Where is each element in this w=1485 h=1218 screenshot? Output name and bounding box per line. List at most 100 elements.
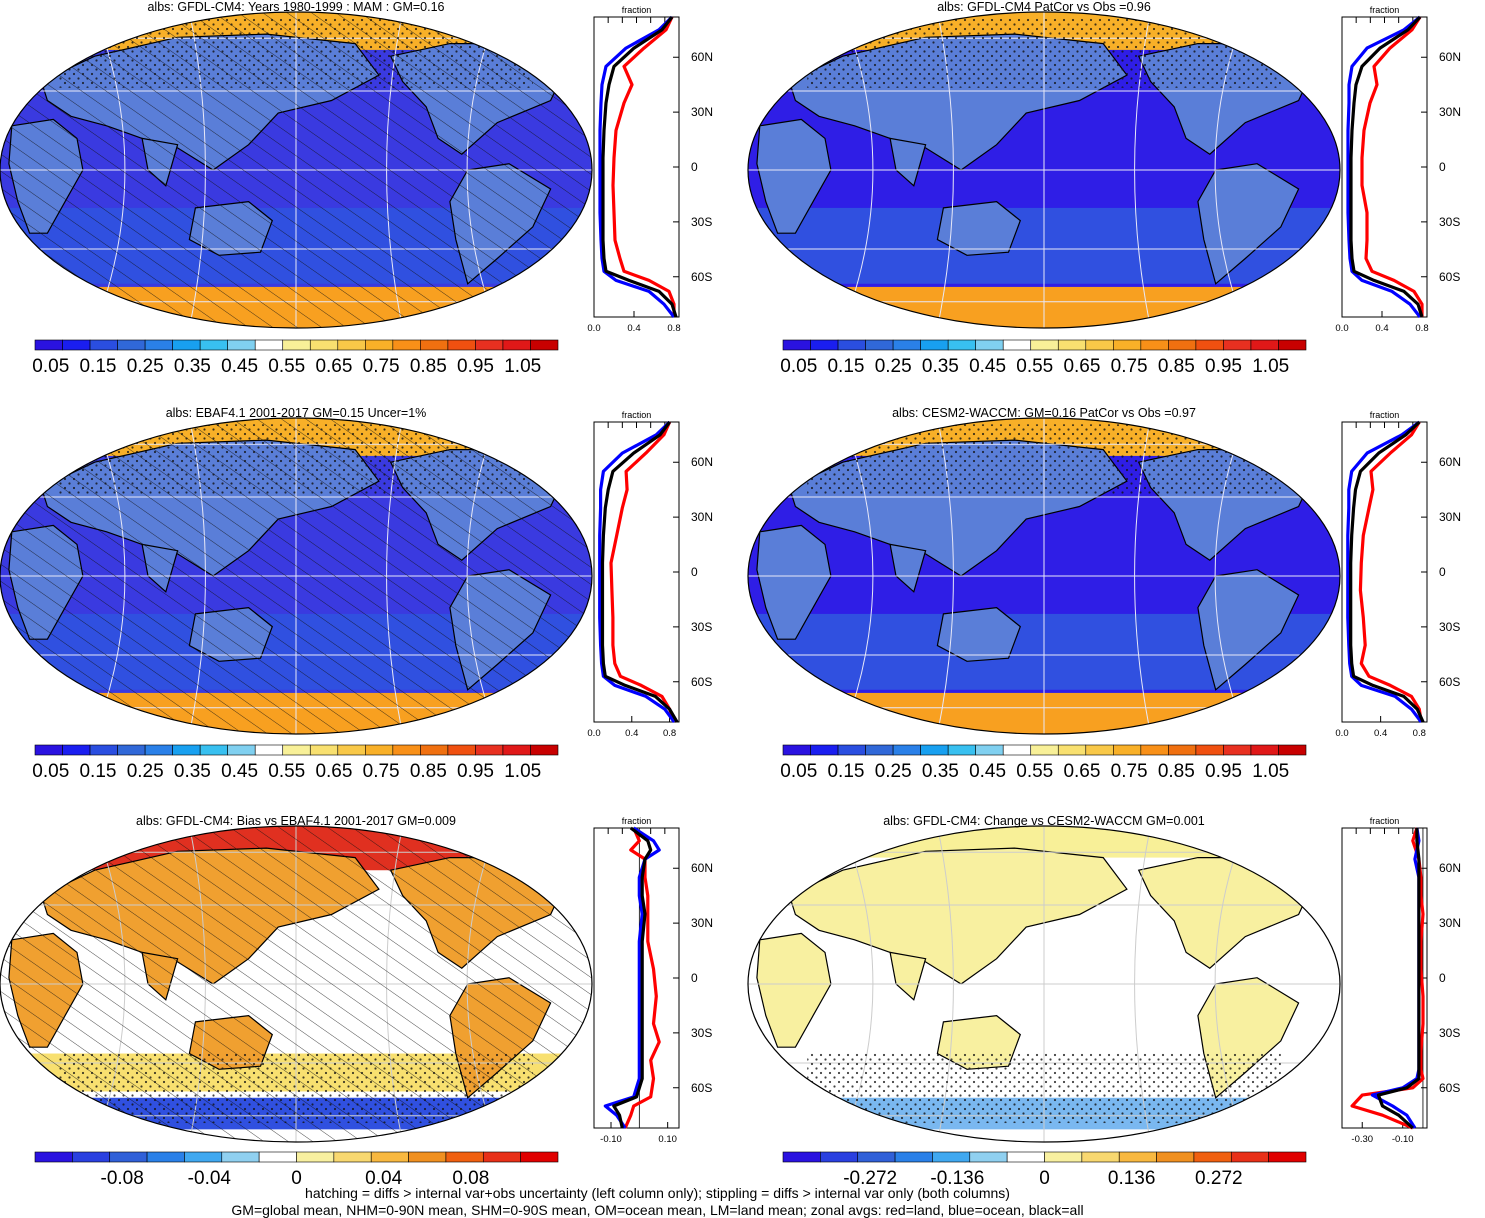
colorbar-swatch	[932, 1151, 971, 1163]
colorbar-tick-label: 0	[291, 1168, 302, 1189]
colorbar-swatch	[1118, 1151, 1157, 1163]
colorbar-swatch	[894, 1151, 933, 1163]
colorbar-tick-label: 0.15	[827, 356, 864, 377]
colorbar-swatch	[420, 744, 449, 756]
map-title: albs: CESM2-WACCM: GM=0.16 PatCor vs Obs…	[892, 406, 1196, 420]
colorbar-tick-label: 0.136	[1108, 1168, 1156, 1189]
colorbar-swatch	[227, 744, 256, 756]
zonal-x-label: 0.8	[663, 728, 676, 739]
colorbar-tick-label: 0.75	[363, 356, 400, 377]
colorbar-4: 0.05 0.15 0.25 0.35 0.45 0.55 0.65 0.75 0.85 0.95…	[780, 744, 1307, 782]
map-title: albs: GFDL-CM4: Years 1980-1999 : MAM : …	[147, 0, 444, 14]
continent-africa	[756, 118, 832, 234]
zonal-lat-label: 0	[691, 565, 698, 579]
colorbar-swatch	[1250, 339, 1279, 351]
colorbar-swatch	[975, 744, 1004, 756]
colorbar-swatch	[530, 744, 559, 756]
colorbar-swatch	[392, 744, 421, 756]
colorbar-swatch	[258, 1151, 297, 1163]
colorbar-tick-label: 0.75	[363, 761, 400, 782]
zonal-panel-3: fraction 60N 30N 0 30S 60S 0.0 0.4 0.8	[587, 410, 713, 739]
zonal-lat-label: 60S	[1439, 675, 1460, 689]
colorbar-swatch	[782, 339, 811, 351]
colorbar-swatch	[408, 1151, 447, 1163]
colorbar-tick-label: 0.85	[410, 356, 447, 377]
colorbar-swatch	[1278, 744, 1307, 756]
colorbar-tick-label: 0.25	[875, 356, 912, 377]
map-outline	[747, 417, 1341, 735]
colorbar-swatch	[172, 744, 201, 756]
zonal-x-label: 0.4	[625, 728, 638, 739]
colorbar-tick-label: 0.35	[174, 761, 211, 782]
zonal-line-ocean	[1346, 15, 1422, 318]
colorbar-swatch	[837, 744, 866, 756]
colorbar-tick-label: 0.95	[1205, 356, 1242, 377]
zonal-xaxis-label: fraction	[1370, 410, 1400, 420]
zonal-lat-label: 30N	[1439, 916, 1461, 930]
colorbar-swatch	[475, 744, 504, 756]
colorbar-swatch	[1193, 1151, 1232, 1163]
zonal-lat-label: 0	[691, 971, 698, 985]
colorbar-swatch	[892, 339, 921, 351]
zonal-lat-label: 0	[691, 160, 698, 174]
colorbar-tick-label: 1.05	[504, 761, 541, 782]
colorbar-tick-label: 0.25	[127, 356, 164, 377]
zonal-line-land	[609, 421, 676, 723]
colorbar-tick-label: 0.15	[79, 356, 116, 377]
map-panel-1: albs: GFDL-CM4: Years 1980-1999 : MAM : …	[0, 0, 593, 329]
zonal-x-label: -0.30	[1351, 1134, 1373, 1145]
colorbar-swatch	[282, 744, 311, 756]
colorbar-swatch	[1085, 744, 1114, 756]
zonal-panel-4: fraction 60N 30N 0 30S 60S 0.0 0.4 0.8	[1335, 410, 1461, 739]
zonal-lat-label: 60S	[691, 675, 712, 689]
zonal-frame	[1341, 827, 1428, 1129]
colorbar-swatch	[865, 744, 894, 756]
zonal-lat-label: 0	[1439, 565, 1446, 579]
zonal-xaxis-label: fraction	[622, 410, 652, 420]
zonal-xaxis-label: fraction	[622, 5, 652, 15]
continent-africa	[756, 524, 832, 640]
colorbar-swatch	[420, 339, 449, 351]
colorbar-tick-label: -0.04	[188, 1168, 232, 1189]
colorbar-swatch	[1278, 339, 1307, 351]
colorbar-swatch	[947, 744, 976, 756]
colorbar-tick-label: 0.04	[365, 1168, 402, 1189]
colorbar-swatch	[1195, 744, 1224, 756]
colorbar-tick-label: 0.95	[457, 761, 494, 782]
zonal-frame	[1341, 421, 1428, 723]
zonal-lat-label: 30S	[691, 620, 712, 634]
zonal-line-all	[1376, 828, 1421, 1130]
colorbar-2: 0.05 0.15 0.25 0.35 0.45 0.55 0.65 0.75 0.85 0.95…	[780, 339, 1307, 377]
colorbar-swatch	[520, 1151, 559, 1163]
colorbar-swatch	[72, 1151, 111, 1163]
colorbar-swatch	[920, 744, 949, 756]
continent-india	[889, 543, 927, 593]
zonal-panel-5: fraction 60N 30N 0 30S 60S -0.10 0.10	[593, 816, 713, 1145]
zonal-lat-label: 60N	[691, 50, 713, 64]
zonal-lat-label: 30S	[1439, 1026, 1460, 1040]
colorbar-swatch	[530, 339, 559, 351]
zonal-x-label: 0.0	[1335, 323, 1348, 334]
zonal-x-label: 0.4	[1374, 728, 1387, 739]
colorbar-swatch	[502, 339, 531, 351]
colorbar-swatch	[810, 339, 839, 351]
colorbar-swatch	[1250, 744, 1279, 756]
zonal-line-all	[1349, 15, 1424, 318]
colorbar-tick-label: 0.85	[410, 761, 447, 782]
zonal-line-land	[1360, 16, 1424, 317]
colorbar-tick-label: 0.45	[969, 356, 1006, 377]
colorbar-tick-label: 0.65	[1063, 356, 1100, 377]
colorbar-swatch	[447, 744, 476, 756]
colorbar-tick-label: 0.75	[1111, 761, 1148, 782]
map-outline	[0, 11, 593, 329]
colorbar-tick-label: -0.136	[930, 1168, 984, 1189]
zonal-line-land	[1350, 827, 1425, 1130]
stippling-overlay	[807, 424, 1281, 494]
colorbar-swatch	[365, 339, 394, 351]
colorbar-tick-label: 0.95	[1205, 761, 1242, 782]
colorbar-swatch	[337, 744, 366, 756]
zonal-lat-label: 30N	[1439, 510, 1461, 524]
colorbar-swatch	[1140, 744, 1169, 756]
colorbar-swatch	[254, 339, 284, 351]
colorbar-tick-label: 0.55	[1016, 761, 1053, 782]
